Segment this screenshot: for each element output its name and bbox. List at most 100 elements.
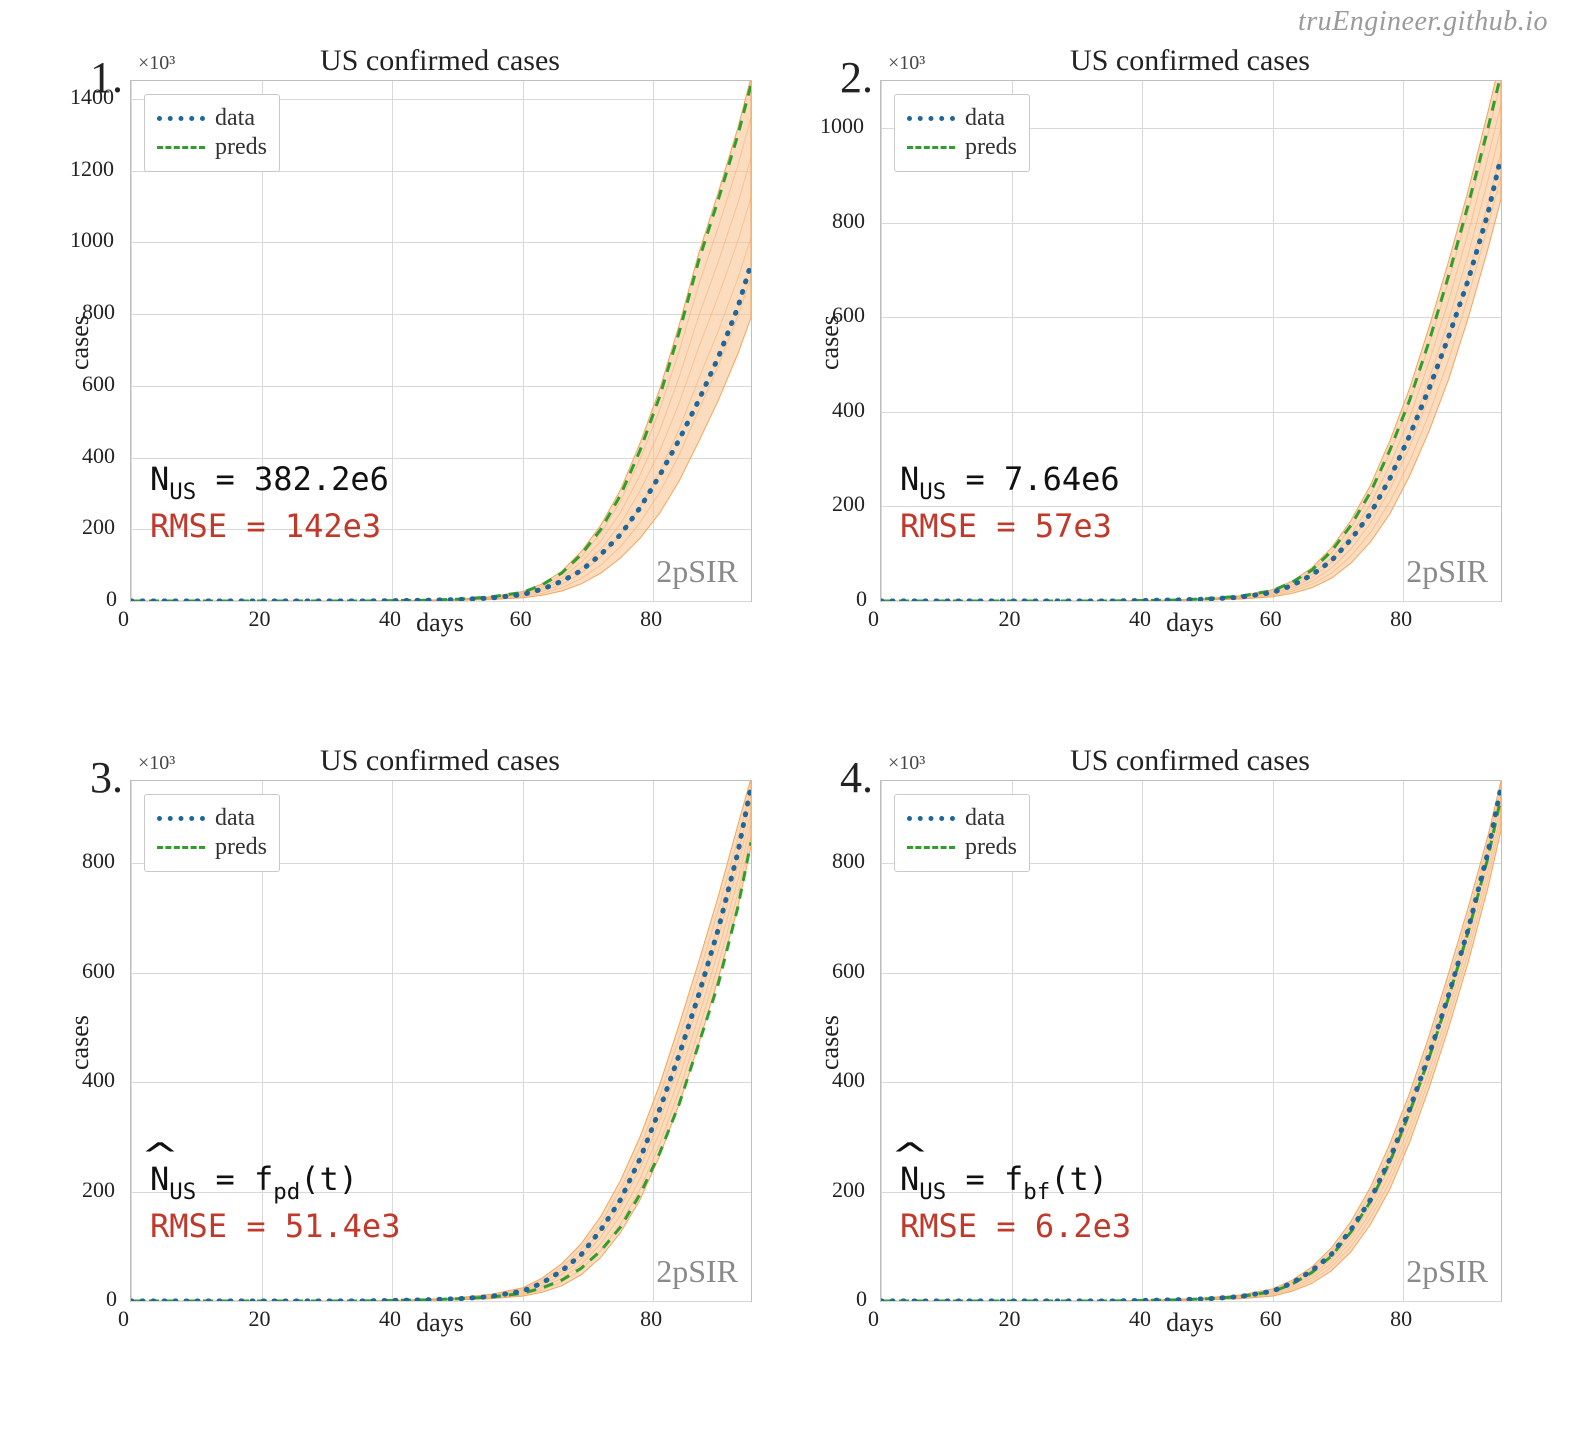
x-tick-label: 80 xyxy=(640,1306,662,1332)
legend: datapreds xyxy=(144,794,280,872)
legend-label: preds xyxy=(965,134,1017,161)
x-tick-label: 80 xyxy=(640,606,662,632)
x-tick-label: 40 xyxy=(1129,1306,1151,1332)
y-tick-label: 800 xyxy=(832,208,865,234)
model-label: 2pSIR xyxy=(1406,1253,1488,1290)
panel-3: US confirmed cases3.×10³dayscases0204060… xyxy=(130,780,750,1300)
annotation-rmse: RMSE = 57e3 xyxy=(900,507,1120,545)
legend: datapreds xyxy=(894,94,1030,172)
gridline-h xyxy=(881,601,1501,602)
y-tick-label: 400 xyxy=(832,397,865,423)
legend-item: preds xyxy=(157,834,267,861)
legend-item: data xyxy=(157,805,267,832)
panel-number: 3. xyxy=(90,752,123,803)
y-tick-label: 1200 xyxy=(70,156,114,182)
x-tick-label: 40 xyxy=(1129,606,1151,632)
model-label: 2pSIR xyxy=(656,553,738,590)
panel-title: US confirmed cases xyxy=(130,744,750,778)
x-tick-label: 20 xyxy=(249,1306,271,1332)
panel-title: US confirmed cases xyxy=(130,44,750,78)
x-tick-label: 80 xyxy=(1390,606,1412,632)
legend: datapreds xyxy=(894,794,1030,872)
annotation-rmse: RMSE = 6.2e3 xyxy=(900,1207,1131,1245)
y-tick-label: 200 xyxy=(82,1177,115,1203)
x-tick-label: 20 xyxy=(249,606,271,632)
panel-number: 4. xyxy=(840,752,873,803)
legend-label: data xyxy=(215,805,255,832)
gridline-h xyxy=(131,1301,751,1302)
legend-item: preds xyxy=(157,134,267,161)
panel-number: 2. xyxy=(840,52,873,103)
legend-swatch xyxy=(157,116,205,121)
legend-label: preds xyxy=(965,834,1017,861)
x-tick-label: 0 xyxy=(118,1306,129,1332)
legend-swatch xyxy=(157,146,205,149)
x-tick-label: 20 xyxy=(999,1306,1021,1332)
gridline-h xyxy=(881,1301,1501,1302)
x-tick-label: 20 xyxy=(999,606,1021,632)
y-axis-multiplier: ×10³ xyxy=(138,752,175,775)
x-tick-label: 0 xyxy=(868,606,879,632)
y-tick-label: 200 xyxy=(82,514,115,540)
x-tick-label: 60 xyxy=(1260,1306,1282,1332)
legend-item: data xyxy=(907,805,1017,832)
annotation-nus: NUS = 382.2e6 xyxy=(150,460,389,503)
y-tick-label: 0 xyxy=(106,586,117,612)
model-label: 2pSIR xyxy=(1406,553,1488,590)
annotation-nus: NUS = fpd(t) xyxy=(150,1160,400,1203)
x-tick-label: 60 xyxy=(1260,606,1282,632)
panel-4: US confirmed cases4.×10³dayscases0204060… xyxy=(880,780,1500,1300)
legend-item: preds xyxy=(907,134,1017,161)
annotation-box: NUS = 7.64e6RMSE = 57e3 xyxy=(900,460,1120,545)
legend-label: preds xyxy=(215,134,267,161)
y-tick-label: 600 xyxy=(82,958,115,984)
y-tick-label: 800 xyxy=(82,848,115,874)
y-tick-label: 400 xyxy=(82,443,115,469)
y-tick-label: 800 xyxy=(82,299,115,325)
legend-label: data xyxy=(965,105,1005,132)
x-tick-label: 60 xyxy=(510,1306,532,1332)
y-axis-label: cases xyxy=(815,1015,845,1070)
legend-swatch xyxy=(907,146,955,149)
y-axis-label: cases xyxy=(65,1015,95,1070)
annotation-rmse: RMSE = 142e3 xyxy=(150,507,389,545)
y-tick-label: 600 xyxy=(82,371,115,397)
y-axis-multiplier: ×10³ xyxy=(888,752,925,775)
annotation-rmse: RMSE = 51.4e3 xyxy=(150,1207,400,1245)
legend-swatch xyxy=(907,116,955,121)
y-tick-label: 400 xyxy=(82,1067,115,1093)
y-tick-label: 600 xyxy=(832,302,865,328)
panel-title: US confirmed cases xyxy=(880,744,1500,778)
y-tick-label: 400 xyxy=(832,1067,865,1093)
legend-item: data xyxy=(907,105,1017,132)
y-axis-multiplier: ×10³ xyxy=(138,52,175,75)
legend-swatch xyxy=(157,816,205,821)
x-tick-label: 40 xyxy=(379,606,401,632)
figure-canvas: truEngineer.github.io US confirmed cases… xyxy=(0,0,1572,1440)
x-tick-label: 40 xyxy=(379,1306,401,1332)
x-tick-label: 60 xyxy=(510,606,532,632)
watermark-text: truEngineer.github.io xyxy=(1298,6,1548,38)
x-tick-label: 0 xyxy=(868,1306,879,1332)
y-tick-label: 0 xyxy=(856,586,867,612)
y-tick-label: 600 xyxy=(832,958,865,984)
legend-label: data xyxy=(215,105,255,132)
gridline-h xyxy=(131,601,751,602)
legend-swatch xyxy=(907,846,955,849)
y-tick-label: 1400 xyxy=(70,84,114,110)
legend: datapreds xyxy=(144,94,280,172)
x-tick-label: 0 xyxy=(118,606,129,632)
panel-1: US confirmed cases1.×10³dayscases0204060… xyxy=(130,80,750,600)
y-tick-label: 800 xyxy=(832,848,865,874)
y-tick-label: 200 xyxy=(832,1177,865,1203)
panel-title: US confirmed cases xyxy=(880,44,1500,78)
model-label: 2pSIR xyxy=(656,1253,738,1290)
y-tick-label: 1000 xyxy=(820,113,864,139)
legend-label: data xyxy=(965,805,1005,832)
legend-label: preds xyxy=(215,834,267,861)
y-tick-label: 0 xyxy=(856,1286,867,1312)
annotation-nus: NUS = fbf(t) xyxy=(900,1160,1131,1203)
legend-item: data xyxy=(157,105,267,132)
y-tick-label: 0 xyxy=(106,1286,117,1312)
legend-item: preds xyxy=(907,834,1017,861)
